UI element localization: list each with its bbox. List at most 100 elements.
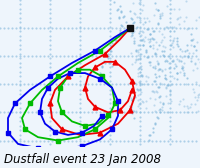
Point [30, 139, 34, 142]
Point [168, 8, 172, 10]
Point [108, 61, 111, 64]
Point [158, 81, 161, 84]
Point [161, 83, 164, 85]
Point [122, 83, 126, 86]
Point [168, 138, 172, 141]
Point [137, 43, 141, 46]
Point [48, 134, 52, 136]
Point [174, 55, 178, 58]
Point [122, 27, 126, 29]
Point [18, 27, 22, 29]
Point [194, 103, 197, 105]
Point [78, 57, 82, 60]
Point [74, 27, 78, 29]
Point [169, 93, 172, 96]
Point [133, 91, 137, 94]
Point [78, 55, 82, 58]
Point [153, 29, 156, 32]
Point [108, 138, 112, 141]
Point [189, 60, 192, 62]
Point [146, 37, 149, 40]
Point [108, 17, 112, 19]
Point [78, 80, 82, 82]
Point [0, 55, 2, 58]
Point [152, 38, 155, 41]
Point [48, 30, 52, 33]
Point [14, 55, 18, 58]
Point [82, 139, 86, 142]
Point [138, 143, 142, 145]
Point [138, 111, 142, 114]
Point [164, 77, 167, 79]
Point [168, 3, 172, 6]
Point [54, 27, 58, 29]
Point [194, 27, 198, 29]
Point [178, 16, 181, 18]
Point [117, 15, 120, 18]
Point [50, 111, 54, 114]
Point [78, 138, 82, 141]
Point [192, 91, 195, 94]
Point [90, 27, 94, 29]
Point [114, 38, 117, 41]
Point [120, 10, 123, 13]
Point [108, 75, 112, 78]
Point [186, 27, 190, 29]
Point [86, 111, 90, 114]
Point [143, 35, 146, 38]
Point [18, 17, 22, 19]
Point [48, 35, 52, 37]
Point [185, 83, 188, 86]
Point [154, 139, 158, 142]
Point [78, 39, 82, 42]
Point [181, 64, 184, 67]
Point [191, 39, 194, 41]
Point [108, 26, 112, 28]
Point [133, 41, 136, 44]
Point [149, 61, 152, 64]
Point [138, 35, 142, 37]
Point [108, 66, 112, 69]
Point [187, 107, 190, 110]
Point [189, 33, 192, 36]
Point [14, 27, 18, 29]
Point [179, 48, 182, 51]
Point [108, 53, 112, 55]
Point [133, 30, 136, 32]
Point [138, 57, 142, 60]
Point [18, 55, 22, 58]
Point [137, 81, 140, 83]
Point [48, 143, 52, 145]
Point [122, 15, 125, 18]
Point [165, 110, 169, 113]
Point [18, 30, 22, 33]
Point [78, 21, 82, 24]
Point [126, 139, 130, 142]
Point [178, 27, 182, 29]
Point [150, 111, 154, 114]
Point [166, 111, 170, 114]
Point [98, 139, 102, 142]
Point [78, 84, 82, 87]
Point [138, 8, 142, 10]
Point [98, 27, 102, 29]
Point [148, 20, 151, 23]
Point [155, 8, 158, 11]
Point [38, 27, 42, 29]
Point [175, 18, 178, 21]
Point [30, 83, 34, 86]
Point [154, 2, 157, 4]
Point [118, 55, 122, 58]
Point [182, 83, 186, 86]
Point [168, 107, 172, 109]
Point [164, 26, 167, 29]
Point [10, 55, 14, 58]
Point [18, 84, 22, 87]
Point [158, 108, 161, 111]
Point [176, 45, 179, 48]
Point [70, 111, 74, 114]
Point [98, 111, 102, 114]
Point [18, 116, 22, 118]
Point [160, 13, 163, 16]
Point [138, 30, 142, 33]
